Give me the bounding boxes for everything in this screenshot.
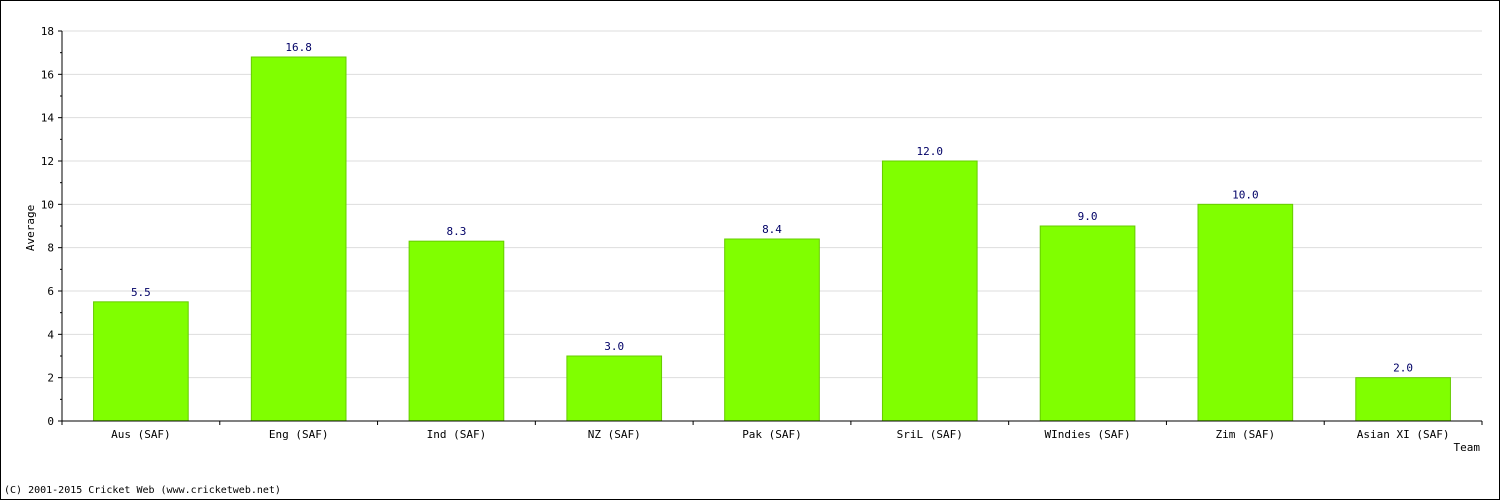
x-tick-label: Pak (SAF) [742,428,802,441]
data-label: 8.3 [447,225,467,238]
data-label: 5.5 [131,286,151,299]
x-axis-title: Team [1454,441,1481,454]
bar [1039,225,1136,422]
bar [1355,377,1451,422]
data-label: 9.0 [1078,210,1098,223]
y-tick-label: 8 [47,242,54,255]
y-tick-label: 4 [47,328,54,341]
y-tick-label: 10 [41,198,54,211]
y-tick-label: 14 [41,112,55,125]
data-label: 2.0 [1393,362,1413,375]
x-tick-label: Ind (SAF) [427,428,487,441]
bar [724,238,820,422]
y-tick-label: 2 [47,372,54,385]
y-tick-label: 0 [47,415,54,428]
bar [408,240,505,422]
data-label: 16.8 [285,41,312,54]
x-tick-label: SriL (SAF) [897,428,963,441]
copyright-footer: (C) 2001-2015 Cricket Web (www.cricketwe… [4,485,281,496]
bar [881,160,978,422]
data-label: 3.0 [604,340,624,353]
x-tick-label: WIndies (SAF) [1045,428,1131,441]
y-tick-label: 12 [41,155,54,168]
data-label: 10.0 [1232,188,1259,201]
y-tick-label: 18 [41,25,54,38]
bar [93,301,189,422]
bar [1197,203,1294,422]
y-tick-label: 16 [41,68,54,81]
x-tick-label: Aus (SAF) [111,428,171,441]
bar [566,355,663,422]
bar-chart: Average Team 0 2 4 6 8 10 12 14 16 18 5.5 Aus (SAF)… [24,25,1483,454]
x-tick-label: Asian XI (SAF) [1357,428,1450,441]
data-label: 8.4 [762,223,782,236]
y-tick-label: 6 [47,285,54,298]
data-label: 12.0 [917,145,944,158]
x-tick-label: Zim (SAF) [1216,428,1276,441]
x-tick-label: Eng (SAF) [269,428,329,441]
bar [250,56,347,422]
x-tick-label: NZ (SAF) [588,428,641,441]
y-axis-title: Average [24,205,37,251]
